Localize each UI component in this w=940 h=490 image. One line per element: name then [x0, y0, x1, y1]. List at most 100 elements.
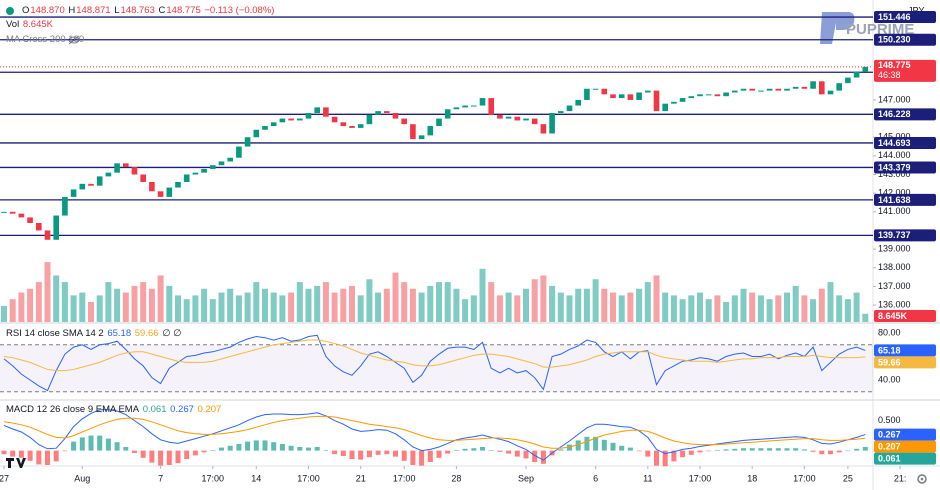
- candle: [366, 114, 373, 125]
- volume-bar: [235, 295, 242, 322]
- candle: [636, 92, 642, 100]
- volume-bar: [131, 285, 138, 322]
- macd-histogram-bar: [854, 448, 860, 451]
- macd-histogram-bar: [401, 450, 407, 461]
- macd-histogram-bar: [427, 450, 433, 462]
- settings-icon[interactable]: [917, 474, 927, 484]
- macd-histogram-bar: [627, 447, 633, 451]
- macd-histogram-bar: [497, 450, 503, 452]
- candle: [775, 88, 782, 91]
- macd-histogram-bar: [584, 436, 590, 451]
- candle: [601, 88, 608, 95]
- macd-value: 0.267: [170, 404, 194, 415]
- ohlc-key: H: [68, 5, 76, 16]
- macd-signal-value: 0.207: [197, 404, 222, 415]
- macd-histogram-bar: [471, 448, 477, 451]
- candle: [262, 126, 268, 130]
- macd-histogram-bar: [671, 450, 677, 462]
- macd-histogram-bar: [741, 448, 746, 451]
- x-tick-label: 17:00: [793, 473, 816, 483]
- macd-histogram-bar: [610, 442, 616, 451]
- candle: [462, 105, 468, 108]
- macd-histogram-bar: [810, 450, 816, 452]
- volume-bar: [601, 288, 608, 322]
- candle: [575, 99, 581, 106]
- candle: [79, 183, 86, 190]
- candle: [758, 90, 764, 92]
- candle: [488, 98, 494, 115]
- macd-histogram-bar: [71, 441, 77, 451]
- volume-bar: [505, 292, 512, 322]
- volume-legend: Vol 8.645K: [6, 19, 54, 30]
- macd-histogram-bar: [767, 448, 773, 451]
- volume-bar: [784, 292, 790, 322]
- candle: [714, 94, 721, 97]
- macd-histogram-bar: [253, 440, 259, 451]
- macd-histogram-bar: [279, 444, 285, 451]
- volume-bar: [723, 302, 730, 322]
- x-tick-label: 17:00: [297, 473, 320, 483]
- macd-histogram-bar: [45, 450, 50, 465]
- macd-histogram-bar: [654, 450, 659, 466]
- macd-histogram-bar: [706, 450, 712, 452]
- macd-histogram-bar: [419, 450, 425, 466]
- volume-bar: [88, 302, 94, 322]
- macd-histogram-bar: [88, 435, 94, 451]
- candle: [697, 94, 703, 97]
- x-tick-label: 21:: [894, 473, 907, 483]
- level-tag-bg: [874, 33, 936, 46]
- volume-bar: [279, 295, 286, 322]
- candle: [44, 230, 51, 240]
- macd-histogram-bar: [601, 439, 607, 451]
- level-tag-bg: [874, 193, 936, 206]
- volume-bar: [731, 295, 738, 322]
- rsi-line: [3, 339, 866, 372]
- macd-histogram-bar: [567, 444, 572, 451]
- macd-histogram-bar: [714, 450, 720, 451]
- macd-histogram-bar: [575, 440, 581, 451]
- y-tick-label: 144.000: [878, 150, 911, 160]
- macd-hist-value: 0.061: [142, 404, 167, 415]
- candle: [210, 165, 216, 169]
- candle: [227, 157, 233, 162]
- macd-histogram-bar: [314, 447, 320, 451]
- volume-bar: [288, 292, 295, 322]
- level-tag: 143.379: [878, 162, 911, 172]
- x-tick-label: 25: [843, 473, 853, 483]
- macd-histogram-bar: [828, 450, 833, 455]
- candle: [244, 137, 251, 147]
- macd-histogram-bar: [688, 450, 694, 455]
- rsi-title: RSI 14 close SMA 14 2: [6, 328, 104, 339]
- volume-bar: [653, 275, 660, 322]
- ma-legend: MA Cross 200 100: [6, 34, 85, 45]
- volume-bar: [61, 282, 68, 322]
- candle: [549, 112, 555, 134]
- macd-histogram-bar: [1, 450, 7, 455]
- level-tag-bg: [874, 108, 936, 121]
- candle: [836, 83, 842, 91]
- volume-bar: [140, 282, 147, 322]
- macd-tag: 0.207: [878, 441, 901, 451]
- macd-tag-bg: [874, 440, 936, 453]
- candle: [123, 163, 129, 168]
- candle: [584, 88, 590, 100]
- volume-bar: [79, 292, 86, 322]
- ohlc-key: L: [114, 5, 120, 16]
- y-tick-label: 138.000: [878, 262, 911, 272]
- candle: [792, 86, 799, 89]
- volume-bar: [775, 295, 782, 322]
- macd-histogram-bar: [97, 435, 103, 451]
- candle: [305, 112, 312, 119]
- macd-histogram-bar: [375, 450, 381, 455]
- level-tag: 139.737: [878, 230, 911, 240]
- macd-histogram-bar: [662, 450, 668, 467]
- macd-histogram-bar: [158, 450, 164, 466]
- candle: [62, 196, 68, 216]
- candle: [149, 181, 155, 192]
- macd-histogram-bar: [697, 450, 703, 453]
- macd-histogram-bar: [645, 450, 651, 457]
- macd-histogram-bar: [836, 450, 842, 453]
- macd-histogram-bar: [462, 448, 468, 451]
- macd-histogram-bar: [27, 450, 33, 461]
- macd-tag: 0.061: [878, 453, 901, 463]
